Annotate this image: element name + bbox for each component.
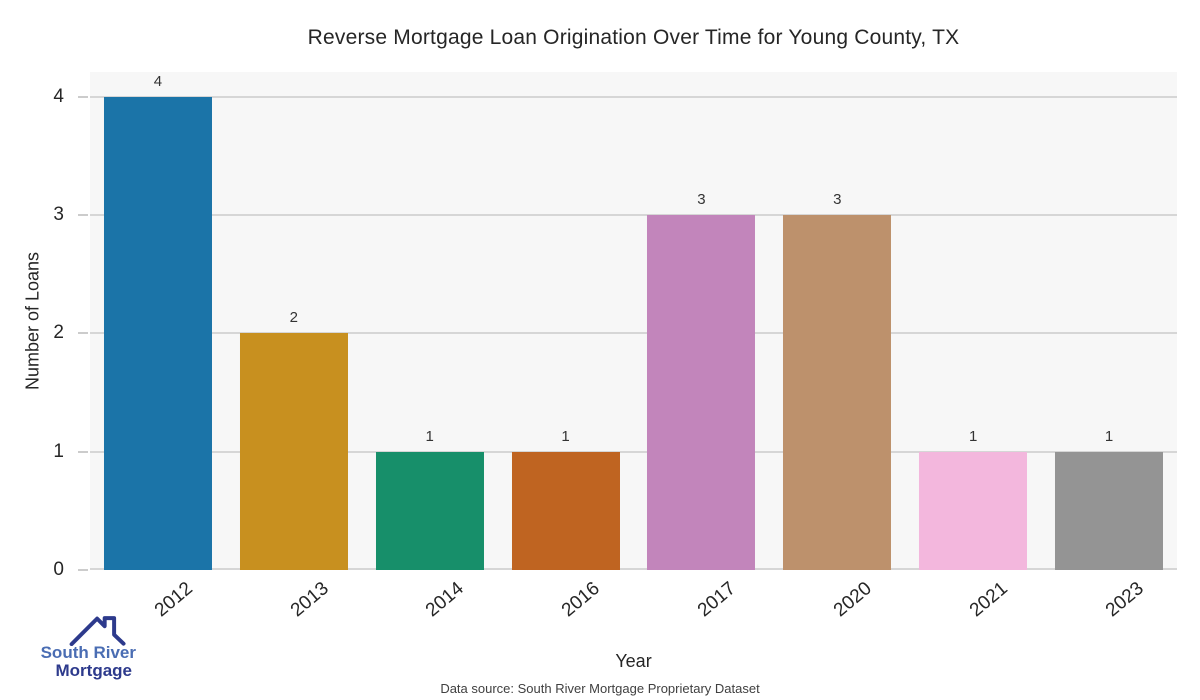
x-tick-label-2012: 2012	[150, 578, 197, 622]
bar-2016	[511, 451, 620, 570]
y-tick-label-0: 0	[53, 559, 64, 580]
y-tick-mark-1	[78, 450, 88, 453]
x-tick-label-2013: 2013	[286, 578, 333, 622]
bars-layer: 4 2 1 1 3 3 1 1	[90, 72, 1177, 570]
bar-2014	[375, 451, 484, 570]
x-tick-label-2014: 2014	[422, 578, 469, 622]
gridline-y1	[90, 450, 1177, 453]
x-axis-ticks: 2012 2013 2014 2016 2017 2020 2021 2023	[90, 578, 1177, 638]
bar-slot-2021: 1	[905, 72, 1041, 570]
bar-slot-2013: 2	[226, 72, 362, 570]
bar-value-label-2014: 1	[425, 427, 434, 445]
logo-text-line2: Mortgage	[55, 661, 133, 680]
bar-slot-2014: 1	[362, 72, 498, 570]
bar-2017	[647, 215, 756, 570]
chart-title: Reverse Mortgage Loan Origination Over T…	[307, 26, 960, 49]
bar-2023	[1055, 451, 1164, 570]
y-tick-label-4: 4	[53, 85, 64, 107]
y-tick-label-2: 2	[53, 322, 64, 344]
gridline-y2	[90, 332, 1177, 335]
bar-value-label-2023: 1	[1104, 427, 1114, 445]
bar-value-label-2016: 1	[561, 427, 570, 445]
y-tick-mark-4	[78, 95, 88, 98]
bar-slot-2016: 1	[498, 72, 634, 570]
y-tick-mark-2	[78, 332, 88, 335]
y-tick-mark-0	[78, 569, 88, 571]
bar-2020	[783, 215, 892, 570]
y-axis-ticks: 0 1 2 3 4	[0, 72, 88, 579]
bar-value-label-2012: 4	[153, 72, 163, 90]
x-tick-label-2021: 2021	[965, 578, 1012, 622]
y-tick-label-3: 3	[53, 204, 64, 226]
data-source-note: Data source: South River Mortgage Propri…	[440, 681, 760, 696]
bar-value-label-2017: 3	[697, 191, 706, 209]
x-axis-label: Year	[615, 651, 652, 671]
x-tick-label-2023: 2023	[1101, 578, 1148, 622]
bar-2013	[239, 333, 348, 570]
bar-slot-2012: 4	[90, 72, 226, 570]
house-roof-icon	[69, 616, 126, 646]
plot-area: 4 2 1 1 3 3 1 1	[90, 72, 1177, 570]
gridline-y0	[90, 568, 1177, 570]
gridline-y3	[90, 214, 1177, 217]
bar-2012	[103, 96, 212, 570]
bar-value-label-2020: 3	[833, 191, 842, 209]
gridline-y4	[90, 95, 1177, 98]
bar-slot-2020: 3	[769, 72, 905, 570]
x-tick-label-2017: 2017	[694, 578, 740, 622]
y-tick-mark-3	[78, 214, 88, 217]
logo: South River Mortgage	[14, 612, 136, 680]
bar-2021	[919, 451, 1028, 570]
bar-value-label-2021: 1	[969, 427, 978, 445]
bar-slot-2017: 3	[634, 72, 770, 570]
x-tick-label-2016: 2016	[558, 578, 605, 622]
bar-value-label-2013: 2	[289, 309, 298, 327]
logo-text-line1: South River	[40, 643, 136, 662]
bar-slot-2023: 1	[1041, 72, 1177, 570]
y-tick-label-1: 1	[53, 440, 64, 462]
x-tick-label-2020: 2020	[829, 578, 876, 622]
